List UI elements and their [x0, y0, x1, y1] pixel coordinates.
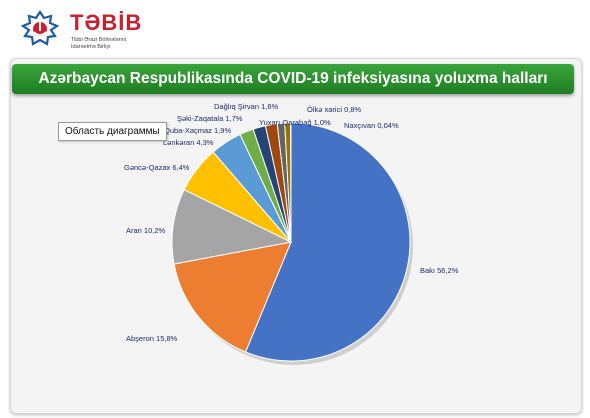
- pie-slice-aran[interactable]: [171, 188, 293, 265]
- pie-slice-bak-[interactable]: [244, 122, 411, 362]
- tebib-logo: TƏBİB Tibbi Ərazi Bölmələrini İdarəetmə …: [18, 6, 168, 58]
- data-label--ki-zaqatala: Şəki-Zaqatala 1,7%: [177, 114, 243, 123]
- data-label-bak-: Bakı 56,2%: [420, 266, 459, 275]
- data-label-da-l-q-irvan: Dağlıq Şirvan 1,6%: [214, 102, 279, 111]
- data-label-g-nc-qazax: Gəncə-Qazax 6,4%: [124, 163, 190, 172]
- chart-area-tooltip: Область диаграммы: [58, 122, 167, 141]
- chart-title-bar: Azərbaycan Respublikasında COVID-19 infe…: [12, 64, 574, 94]
- data-label--lk-xarici: Ölkə xarici 0,8%: [307, 105, 362, 114]
- pie-slice-ab-eron[interactable]: [173, 241, 292, 353]
- data-label-yuxar-qaraba-: Yuxarı Qarabağ 1,0%: [259, 118, 331, 127]
- logo-subtitle-line1: Tibbi Ərazi Bölmələrini: [71, 37, 126, 43]
- data-label-quba-xa-maz: Quba-Xaçmaz 1,9%: [164, 126, 231, 135]
- chart-title: Azərbaycan Respublikasında COVID-19 infe…: [38, 70, 548, 87]
- data-label-nax-van: Naxçıvan 0,04%: [344, 121, 399, 130]
- tebib-emblem-icon: [20, 10, 60, 46]
- data-label-aran: Aran 10,2%: [126, 226, 166, 235]
- logo-name: TƏBİB: [70, 10, 143, 35]
- logo-subtitle-line2: İdarəetmə Birliyi: [71, 44, 111, 50]
- data-label-ab-eron: Abşeron 15,8%: [126, 334, 178, 343]
- data-label-l-nk-ran: Lənkəran 4,3%: [163, 138, 214, 147]
